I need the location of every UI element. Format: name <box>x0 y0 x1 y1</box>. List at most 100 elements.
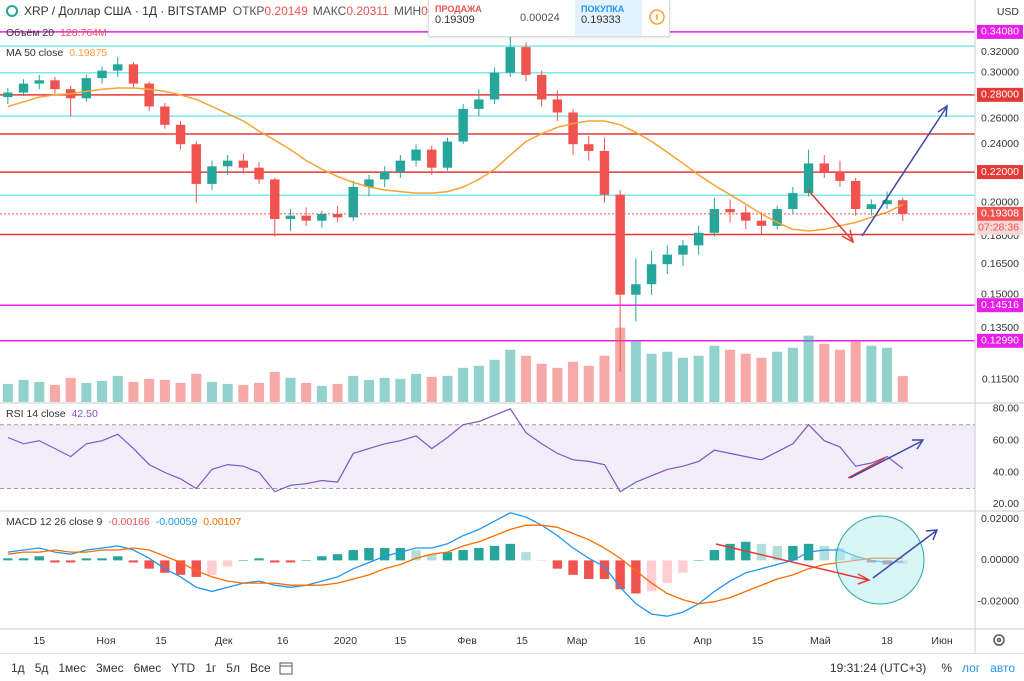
legend-value: 42.50 <box>72 408 98 420</box>
candle-body <box>317 213 327 221</box>
volume-bar <box>301 382 312 402</box>
volume-bar <box>128 381 139 402</box>
histogram-bar <box>207 560 217 575</box>
level-label-box <box>977 298 1023 313</box>
legend-value: 128.764M <box>60 27 107 39</box>
x-tick-label: Мар <box>567 635 588 647</box>
volume-bar <box>65 377 76 402</box>
candle-body <box>521 47 531 75</box>
candle-body <box>411 149 421 161</box>
y-tick-label: 40.00 <box>993 466 1019 478</box>
volume-bar <box>646 353 657 402</box>
volume-bar <box>49 384 60 402</box>
candle-body <box>756 220 767 226</box>
candle-body <box>191 144 201 184</box>
range-button[interactable]: 5л <box>221 661 245 675</box>
level-label-box <box>977 165 1023 180</box>
sell-button[interactable]: ПРОДАЖА 0.19309 <box>429 0 505 36</box>
volume-bar <box>426 376 437 402</box>
level-label: 0.14516 <box>981 299 1019 311</box>
legend-name: MACD 12 26 close 9 <box>6 516 102 528</box>
range-button[interactable]: 1д <box>6 661 30 675</box>
y-tick-label: 0.13500 <box>981 322 1019 334</box>
candle-body <box>898 200 908 214</box>
range-button[interactable]: Все <box>245 661 276 675</box>
candle-body <box>803 163 814 194</box>
range-button[interactable]: 1мес <box>53 661 91 675</box>
range-button[interactable]: YTD <box>166 661 200 675</box>
volume-bar <box>520 355 531 402</box>
moving-average <box>7 87 904 232</box>
volume-bar <box>536 363 547 402</box>
candle-body <box>850 180 861 210</box>
candle-body <box>631 284 641 295</box>
y-tick-label: 0.15000 <box>981 288 1019 300</box>
volume-bar <box>489 359 500 402</box>
volume-bar <box>662 351 673 402</box>
arrow-head <box>925 529 939 541</box>
info-icon[interactable] <box>642 0 669 36</box>
histogram-bar <box>678 560 688 573</box>
volume-bar <box>897 376 908 402</box>
x-tick-label: 18 <box>881 635 893 647</box>
histogram-bar <box>97 558 107 561</box>
clock: 19:31:24 (UTC+3) <box>829 660 927 675</box>
arrow-head <box>912 439 925 450</box>
ohlc-key: МАКС <box>312 4 347 18</box>
trend-arrow <box>872 530 937 579</box>
volume-bar <box>819 343 830 402</box>
range-button[interactable]: 6мес <box>129 661 167 675</box>
macd-line <box>7 524 903 605</box>
scale-option[interactable]: % <box>936 661 957 675</box>
axis-labels: 0.320000.300000.260000.240000.200000.180… <box>6 6 1023 647</box>
y-tick-label: 0.00000 <box>981 554 1019 566</box>
range-button[interactable]: 5д <box>30 661 54 675</box>
candle-body <box>489 72 500 100</box>
rsi-line <box>7 408 904 493</box>
candle-body <box>505 47 515 73</box>
last-price-label: 0.19308 <box>981 208 1019 220</box>
histogram-bar <box>270 560 280 563</box>
histogram-bar <box>442 552 453 561</box>
annotations <box>715 104 948 605</box>
scale-option[interactable]: лог <box>957 661 985 675</box>
range-button[interactable]: 1г <box>200 661 221 675</box>
x-tick-label: 15 <box>155 635 167 647</box>
volume-bar <box>442 375 453 402</box>
candle-body <box>819 163 829 173</box>
candle-body <box>458 108 468 142</box>
sell-label: ПРОДАЖА <box>435 4 482 14</box>
histogram-bar <box>411 550 421 561</box>
x-tick-label: 15 <box>33 635 45 647</box>
legend-value: -0.00059 <box>156 516 198 528</box>
scale-option[interactable]: авто <box>985 661 1020 675</box>
candle-body <box>693 232 704 246</box>
settings-icon[interactable] <box>993 634 1005 646</box>
volume-bar <box>363 379 374 402</box>
candle-body <box>882 200 892 205</box>
range-button[interactable]: 3мес <box>91 661 129 675</box>
candle-body <box>536 74 547 100</box>
histogram-bar <box>458 550 468 561</box>
histogram-bar <box>568 560 578 575</box>
y-tick-label: 0.02000 <box>981 513 1019 525</box>
arrow-head <box>857 573 871 585</box>
y-tick-label: 0.30000 <box>981 67 1019 79</box>
candle-body <box>97 70 107 79</box>
trend-arrow <box>861 107 947 237</box>
candle-body <box>128 64 139 84</box>
volume-bar <box>725 349 736 402</box>
histogram-bar <box>772 545 782 561</box>
histogram-bar <box>505 543 515 561</box>
candle-body <box>175 124 186 145</box>
calendar-icon[interactable] <box>276 658 296 678</box>
volume-bar <box>552 367 563 402</box>
buy-button[interactable]: ПОКУПКА 0.19333 <box>575 0 642 36</box>
legend-name: Объём 20 <box>6 27 54 39</box>
y-tick-label: 0.26000 <box>981 112 1019 124</box>
candle-body <box>3 92 13 98</box>
candle-body <box>646 264 657 285</box>
rsi-band <box>0 424 975 489</box>
candle-body <box>442 141 453 168</box>
